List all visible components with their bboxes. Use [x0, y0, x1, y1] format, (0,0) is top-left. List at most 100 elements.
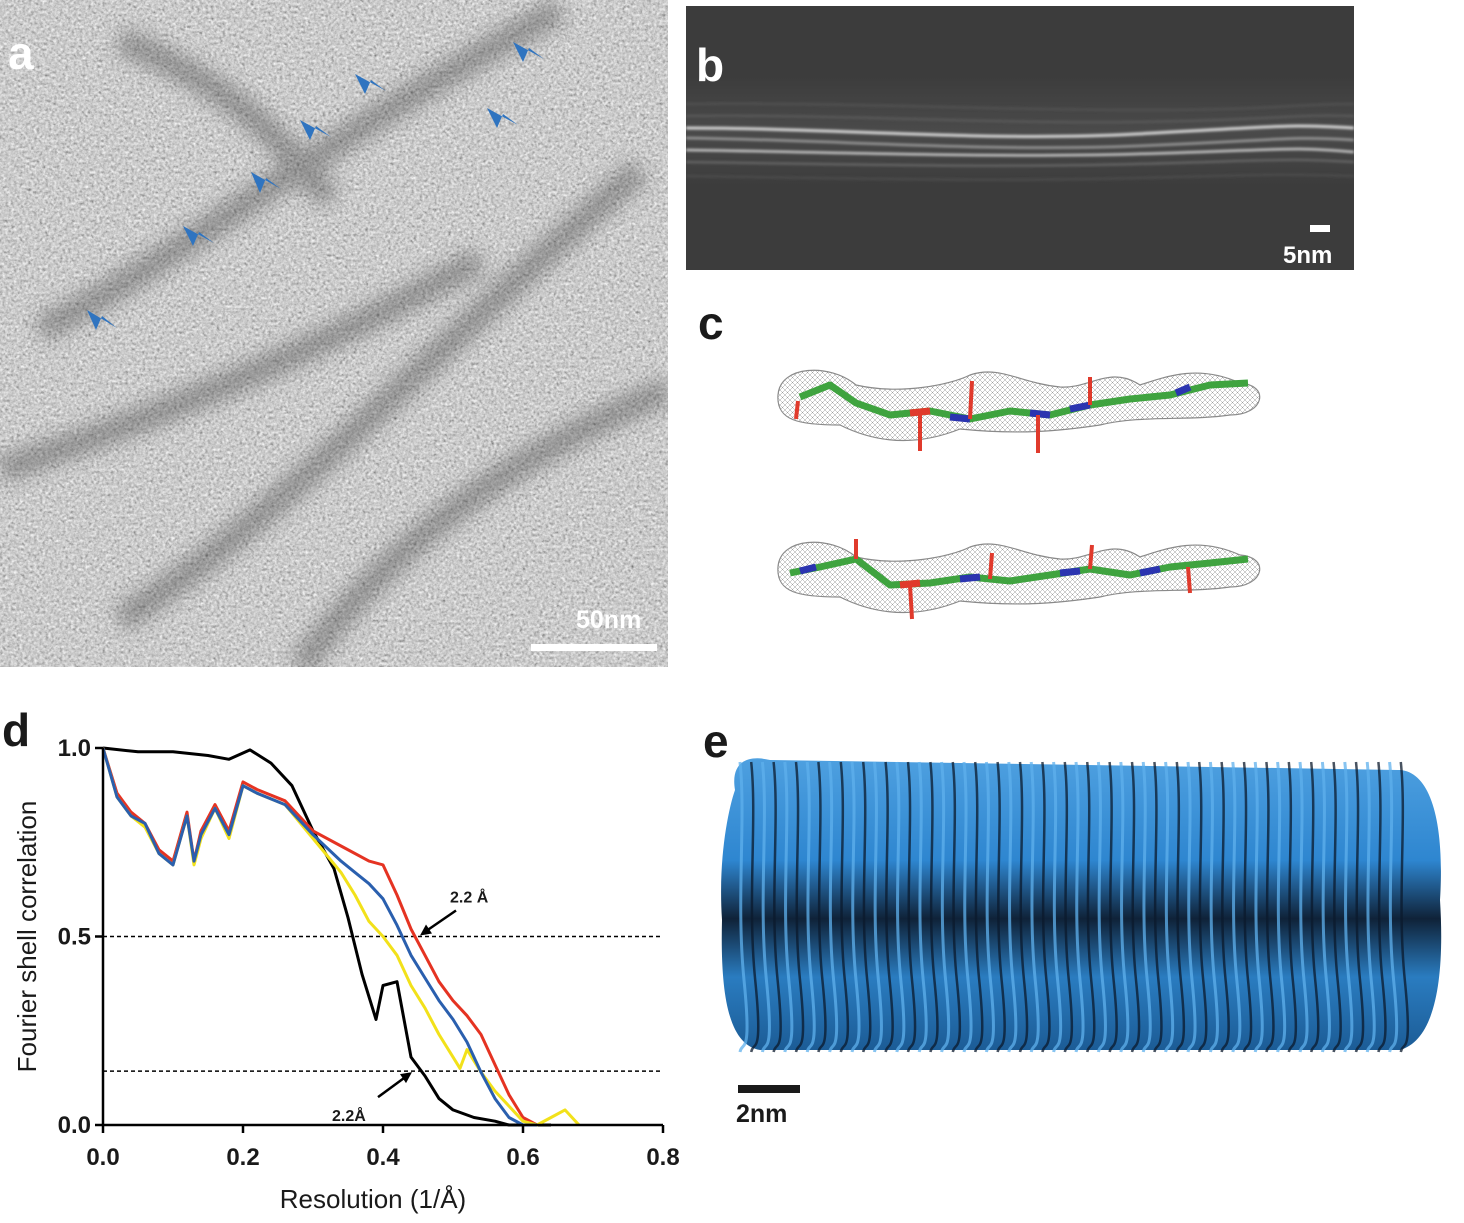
density-map-panel: 2nm	[700, 700, 1460, 1130]
density-ridge	[1298, 761, 1309, 1053]
atomic-model-image	[777, 369, 1261, 620]
x-tick-label: 0.6	[506, 1144, 539, 1171]
x-tick-label: 0.0	[86, 1144, 119, 1171]
density-ridge	[872, 761, 883, 1053]
density-ridge	[1320, 761, 1331, 1053]
scale-bar-label: 5nm	[1283, 242, 1333, 269]
density-ridge	[828, 761, 839, 1053]
density-ridge	[951, 761, 962, 1053]
density-ridge	[805, 761, 816, 1053]
arrowhead-icon	[300, 120, 331, 140]
density-map-image	[721, 758, 1442, 1093]
y-tick-label: 0.5	[58, 924, 91, 951]
density-ridge	[861, 761, 872, 1053]
arrowhead-icon	[183, 226, 214, 246]
density-ridge	[1220, 761, 1230, 1053]
projection-panel: b 5nm	[685, 6, 1355, 270]
x-tick-label: 0.4	[366, 1144, 400, 1171]
density-ridge	[1175, 761, 1186, 1053]
density-ridge	[1365, 761, 1376, 1053]
density-ridge	[1354, 761, 1365, 1053]
density-ridge	[895, 761, 906, 1053]
density-ridge	[929, 761, 939, 1053]
scale-bar	[1310, 225, 1330, 232]
density-ridge	[850, 761, 861, 1053]
density-ridge	[817, 761, 827, 1053]
density-ridge	[940, 761, 951, 1053]
projection-image	[685, 6, 1355, 270]
arrowhead-icon	[400, 1072, 412, 1084]
density-ridge	[1085, 761, 1096, 1053]
density-ridge	[1377, 761, 1387, 1053]
panel-letter-e: e	[703, 715, 729, 767]
density-ridge	[1052, 761, 1063, 1053]
arrowhead-icon	[87, 310, 117, 330]
density-ridge	[1343, 761, 1354, 1053]
density-ridge	[1130, 761, 1141, 1053]
y-tick-label: 0.0	[58, 1112, 91, 1139]
x-axis-label: Resolution (1/Å)	[280, 1184, 466, 1214]
density-ridge	[839, 761, 850, 1053]
density-ridge	[1018, 761, 1029, 1053]
density-ridge	[738, 761, 749, 1053]
panel-letter-c: c	[698, 297, 724, 349]
density-ridge	[749, 761, 760, 1053]
arrowhead-icon	[251, 172, 281, 193]
density-ridge	[996, 761, 1006, 1053]
density-ridge	[984, 761, 995, 1053]
fsc-series-line	[101, 747, 537, 1127]
density-ridge	[906, 761, 917, 1053]
arrowhead-icon	[355, 74, 386, 94]
scale-bar-label: 2nm	[736, 1100, 788, 1128]
density-ridge	[1041, 761, 1051, 1053]
y-axis-label: Fourier shell correlation	[12, 801, 42, 1073]
x-tick-label: 0.2	[226, 1144, 259, 1171]
density-ridge	[1007, 761, 1018, 1053]
density-ridge	[760, 761, 771, 1053]
atomic-model-panel	[760, 355, 1280, 665]
panel-letter-a: a	[8, 27, 34, 79]
annotation-arrow	[377, 1074, 409, 1099]
scale-bar-label: 50nm	[576, 606, 642, 634]
density-ridge	[1287, 761, 1298, 1053]
arrowheads	[87, 42, 544, 330]
annotation-arrow	[423, 909, 457, 934]
density-ridge	[1332, 761, 1342, 1053]
annotation-label: 2.2 Å	[450, 888, 489, 907]
panel-letter-b: b	[696, 39, 725, 91]
fsc-chart: d 0.0 0.2 0.4 0.6 0.8 0.0 0.5 1.0 Resolution (1/…	[2, 704, 680, 1214]
density-ridge	[1153, 761, 1163, 1053]
density-ridge	[962, 761, 973, 1053]
density-ridge	[1265, 761, 1275, 1053]
annotation-label: 2.2Å	[332, 1106, 366, 1125]
density-ridge	[1309, 761, 1320, 1053]
density-ridge	[783, 761, 794, 1053]
density-ridge	[1186, 761, 1197, 1053]
density-ridge	[973, 761, 984, 1053]
x-tick-label: 0.8	[646, 1144, 679, 1171]
panel-letter-d: d	[2, 704, 30, 756]
density-ridge	[1119, 761, 1130, 1053]
density-ridge	[772, 761, 782, 1053]
density-ridge	[1108, 761, 1118, 1053]
arrowhead-icon	[513, 42, 544, 62]
density-ridge	[1231, 761, 1242, 1053]
arrowhead-icon	[420, 924, 432, 936]
density-ridge	[1399, 761, 1410, 1053]
density-ridge	[1063, 761, 1074, 1053]
density-ridge	[1242, 761, 1253, 1053]
density-ridge	[1208, 761, 1219, 1053]
arrowhead-icon	[487, 108, 518, 128]
micrograph-panel: a 50nm	[0, 0, 674, 675]
density-ridge	[1029, 761, 1040, 1053]
density-ridge	[1096, 761, 1107, 1053]
micrograph-image	[0, 0, 674, 675]
fsc-chart-panel: d 0.0 0.2 0.4 0.6 0.8 0.0 0.5 1.0 Resolution (1/…	[0, 700, 680, 1218]
fsc-series-line	[101, 747, 538, 1127]
density-ridge	[884, 761, 894, 1053]
density-ridge	[794, 761, 805, 1053]
density-ridge	[917, 761, 928, 1053]
density-ridge	[1276, 761, 1287, 1053]
scale-bar	[738, 1085, 800, 1093]
density-ridge	[1141, 761, 1152, 1053]
